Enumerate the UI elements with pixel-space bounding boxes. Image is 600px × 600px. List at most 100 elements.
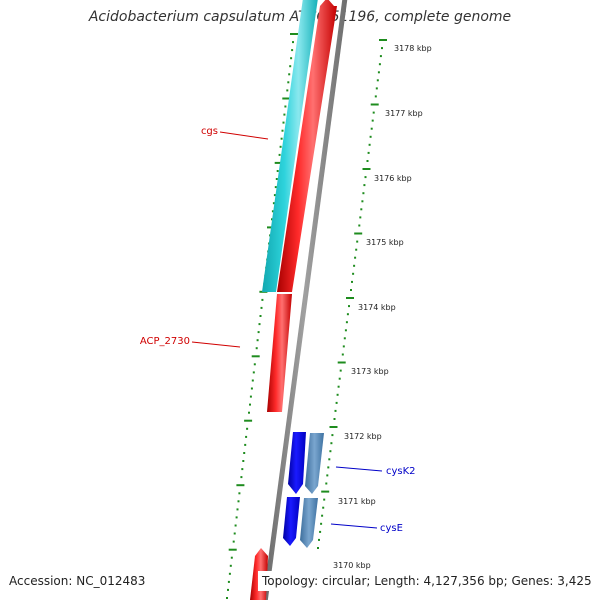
outer-tick bbox=[342, 345, 345, 348]
gene-leader-lines bbox=[191, 131, 383, 529]
outer-tick bbox=[361, 200, 364, 203]
outer-tick bbox=[350, 289, 352, 291]
inner-tick bbox=[248, 411, 250, 414]
outer-tick bbox=[325, 482, 328, 485]
gene-labels: cgs ACP_2730 cysK2 cysE bbox=[140, 126, 416, 534]
inner-tick bbox=[251, 355, 260, 358]
scale-label-3172: 3172 kbp bbox=[344, 432, 382, 441]
inner-tick bbox=[245, 435, 248, 438]
inner-tick bbox=[230, 556, 233, 559]
outer-tick bbox=[366, 160, 369, 162]
inner-tick bbox=[250, 387, 253, 390]
outer-tick bbox=[337, 361, 346, 364]
outer-tick bbox=[356, 240, 359, 243]
inner-tick bbox=[286, 89, 289, 92]
outer-tick bbox=[369, 135, 372, 138]
gene-label-acp2730[interactable]: ACP_2730 bbox=[140, 336, 190, 347]
inner-tick bbox=[255, 347, 258, 350]
outer-tick bbox=[351, 280, 353, 283]
outer-tick bbox=[320, 522, 323, 525]
scale-label-3173: 3173 kbp bbox=[351, 367, 389, 376]
map-title: Acidobacterium capsulatum ATCC 51196, co… bbox=[88, 9, 512, 25]
gene-cyse-b[interactable] bbox=[300, 498, 318, 548]
inner-tick bbox=[271, 218, 273, 221]
inner-tick bbox=[272, 202, 275, 205]
inner-tick bbox=[238, 492, 241, 495]
inner-tick bbox=[288, 73, 291, 76]
gene-acp2730[interactable] bbox=[267, 294, 292, 412]
inner-tick bbox=[284, 105, 287, 108]
outer-tick bbox=[326, 474, 329, 477]
inner-tick bbox=[281, 129, 284, 132]
outer-tick bbox=[377, 71, 380, 74]
outer-tick bbox=[328, 458, 331, 461]
inner-tick bbox=[233, 532, 236, 535]
outer-tick bbox=[334, 409, 337, 412]
inner-tick bbox=[252, 371, 255, 374]
outer-tick bbox=[343, 337, 346, 340]
outer-tick bbox=[339, 369, 342, 372]
inner-tick bbox=[258, 323, 261, 326]
inner-tick bbox=[227, 580, 230, 583]
outer-tick bbox=[352, 272, 355, 275]
outer-tick bbox=[370, 127, 373, 130]
scale-label-3176: 3176 kbp bbox=[374, 174, 412, 183]
outer-tick bbox=[321, 490, 330, 493]
outer-tick bbox=[345, 321, 348, 324]
outer-tick bbox=[346, 297, 354, 299]
inner-tick bbox=[227, 588, 229, 591]
outer-tick bbox=[362, 168, 371, 170]
accession-label: Accession: NC_012483 bbox=[9, 574, 146, 588]
inner-tick bbox=[292, 41, 294, 44]
gene-forward-large[interactable] bbox=[277, 0, 337, 292]
outer-tick bbox=[330, 442, 333, 445]
inner-tick bbox=[246, 427, 249, 430]
gene-label-cysk2[interactable]: cysK2 bbox=[386, 466, 416, 477]
inner-tick bbox=[259, 315, 262, 317]
inner-tick bbox=[261, 298, 264, 301]
gene-cysk2-b[interactable] bbox=[305, 433, 324, 494]
inner-tick bbox=[283, 113, 286, 116]
outer-tick bbox=[378, 63, 381, 66]
outer-tick bbox=[321, 514, 324, 517]
inner-tick bbox=[251, 379, 254, 382]
inner-tick bbox=[249, 395, 252, 398]
gene-cyse-a[interactable] bbox=[283, 497, 300, 546]
inner-tick bbox=[280, 137, 283, 140]
inner-tick bbox=[244, 443, 247, 446]
scale-label-3178: 3178 kbp bbox=[394, 44, 432, 53]
outer-tick bbox=[331, 434, 334, 437]
inner-tick bbox=[274, 161, 283, 164]
outer-tick bbox=[353, 264, 356, 267]
gene-cysk2-a[interactable] bbox=[288, 432, 306, 494]
outer-tick bbox=[375, 87, 378, 90]
gene-label-cyse[interactable]: cysE bbox=[380, 523, 403, 534]
outer-tick bbox=[381, 47, 383, 50]
outer-tick bbox=[370, 103, 379, 106]
gene-label-cgs[interactable]: cgs bbox=[201, 126, 218, 137]
outer-tick bbox=[333, 418, 336, 420]
outer-tick bbox=[329, 450, 332, 453]
outer-tick bbox=[336, 393, 339, 396]
inner-tick bbox=[282, 97, 291, 100]
inner-tick bbox=[275, 178, 278, 180]
gene-cgs[interactable] bbox=[262, 0, 318, 292]
inner-tick bbox=[234, 524, 237, 527]
inner-tick bbox=[226, 597, 228, 599]
inner-tick bbox=[257, 331, 260, 334]
leader-cgs bbox=[219, 131, 269, 140]
outer-tick bbox=[346, 313, 349, 316]
scale-label-3174: 3174 kbp bbox=[358, 303, 396, 312]
outer-tick bbox=[371, 119, 374, 122]
outer-tick bbox=[362, 192, 365, 195]
genome-backbone bbox=[262, 0, 348, 600]
leader-cysk2 bbox=[335, 466, 383, 472]
outer-tick bbox=[358, 224, 361, 227]
inner-tick bbox=[235, 516, 238, 519]
outer-tick bbox=[335, 401, 338, 404]
outer-tick bbox=[367, 151, 370, 154]
outer-tick bbox=[364, 176, 367, 179]
inner-tick bbox=[279, 145, 282, 148]
outer-tick bbox=[363, 184, 366, 187]
